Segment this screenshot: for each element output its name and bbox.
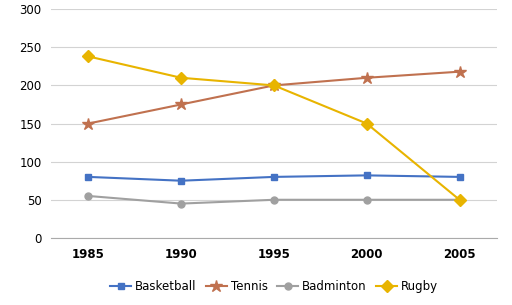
- Line: Basketball: Basketball: [85, 172, 463, 184]
- Badminton: [364, 198, 370, 202]
- Badminton: [85, 194, 91, 198]
- Rugby: [456, 198, 462, 202]
- Tennis: [364, 76, 370, 80]
- Rugby: [85, 55, 91, 58]
- Tennis: [85, 122, 91, 125]
- Tennis: [456, 70, 462, 74]
- Tennis: [271, 84, 277, 87]
- Rugby: [271, 84, 277, 87]
- Rugby: [178, 76, 184, 80]
- Line: Badminton: Badminton: [85, 192, 463, 207]
- Badminton: [456, 198, 462, 202]
- Line: Tennis: Tennis: [82, 66, 466, 130]
- Tennis: [178, 102, 184, 106]
- Basketball: [271, 175, 277, 179]
- Legend: Basketball, Tennis, Badminton, Rugby: Basketball, Tennis, Badminton, Rugby: [110, 280, 438, 293]
- Basketball: [85, 175, 91, 179]
- Line: Rugby: Rugby: [84, 52, 464, 204]
- Rugby: [364, 122, 370, 125]
- Basketball: [178, 179, 184, 182]
- Badminton: [178, 202, 184, 206]
- Basketball: [364, 174, 370, 177]
- Basketball: [456, 175, 462, 179]
- Badminton: [271, 198, 277, 202]
